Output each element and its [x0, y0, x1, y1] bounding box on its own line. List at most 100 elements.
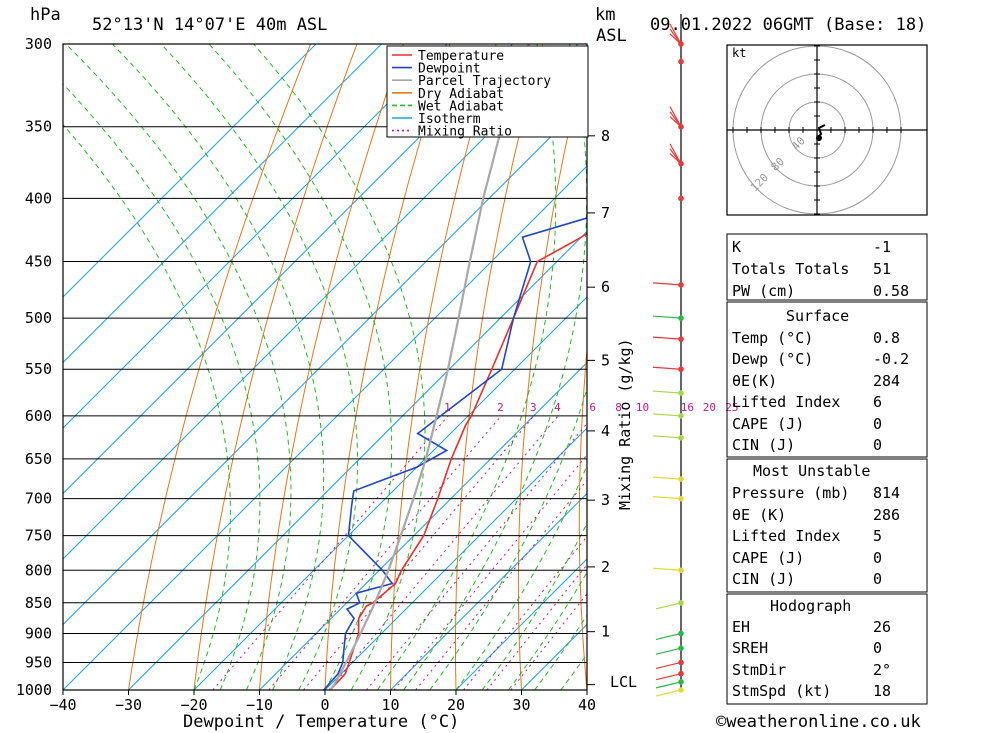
hodograph-table-title: Hodograph [770, 597, 851, 615]
isotherm-line [455, 558, 587, 690]
asl-unit: ASL [596, 26, 627, 46]
wind-barb [655, 681, 682, 689]
wet-adiabat-line [403, 44, 587, 690]
surface-value-temp: 0.8 [873, 329, 900, 347]
wind-barb [669, 116, 682, 128]
dry-adiabat-line [958, 44, 1000, 690]
dry-adiabat-line [517, 50, 587, 690]
wind-barb [655, 661, 682, 670]
hodo-label-stmspd: StmSpd (kt) [732, 682, 831, 700]
sounding-series [323, 44, 587, 690]
wind-barb [652, 496, 682, 500]
isotherm-line [259, 361, 587, 690]
wind-level-dot [678, 336, 684, 342]
legend-label: Dry Adiabat [418, 87, 504, 102]
wind-barb [652, 336, 682, 340]
mixing-ratio-line [268, 415, 502, 690]
lcl-label: LCL [610, 673, 637, 691]
wind-level-dot [678, 495, 684, 502]
hodograph-table-box [726, 593, 928, 705]
mu-label-cape: CAPE (J) [732, 549, 804, 567]
dry-adiabat-line [696, 44, 729, 690]
pressure-tick-label: 1000 [16, 681, 52, 699]
temperature-tick-label: −20 [180, 696, 207, 714]
pressure-unit: hPa [30, 5, 61, 25]
wet-adiabat-line [481, 522, 587, 690]
index-value-totals: 51 [873, 260, 891, 278]
dry-adiabat-line [390, 44, 497, 690]
most-unstable-title: Most Unstable [753, 462, 870, 480]
temperature-tick-label: 20 [447, 696, 465, 714]
km-unit: km [595, 5, 615, 25]
wind-level-dot [678, 195, 684, 202]
index-value-k: -1 [873, 238, 891, 256]
km-tick-label: 3 [601, 491, 610, 509]
pressure-tick-label: 400 [25, 189, 52, 207]
isotherm-line [63, 44, 579, 560]
wind-level-dot [678, 282, 684, 288]
wind-barb [652, 567, 682, 571]
isotherm-line [193, 296, 587, 690]
km-tick-label: 2 [601, 558, 610, 576]
mixing-ratio-labels: 1 2 3 4 6 8 10 16 20 25 [444, 401, 738, 414]
surface-value-cape: 0 [873, 415, 882, 433]
wet-adiabat-line [376, 44, 557, 690]
wind-profile [652, 14, 684, 697]
isotherm-line [63, 44, 317, 298]
wind-barb [655, 673, 682, 681]
mixing-ratio-tick-label: 8 [615, 401, 622, 414]
wet-adiabat-line [63, 83, 261, 690]
km-axis: 1 2 3 4 5 6 7 8 [587, 127, 610, 686]
mixing-ratio-tick-label: 10 [636, 401, 649, 414]
temperature-tick-label: 40 [578, 696, 596, 714]
isotherm-line [63, 44, 513, 495]
mixing-ratio-tick-label: 25 [725, 401, 738, 414]
wet-adiabat-line [160, 44, 358, 690]
surface-label-dewp: Dewp (°C) [732, 350, 813, 368]
km-tick-label: 5 [601, 351, 610, 369]
mixing-ratio-line [393, 454, 587, 690]
temperature-tick-label: 0 [320, 696, 329, 714]
mixing-ratio-tick-label: 2 [497, 401, 504, 414]
hodo-label-sreh: SREH [732, 639, 768, 657]
location-label: 52°13'N 14°07'E 40m ASL [92, 15, 327, 35]
surface-value-dewp: -0.2 [873, 350, 909, 368]
wind-barb [655, 689, 682, 697]
hodo-value-sreh: 0 [873, 639, 882, 657]
wet-adiabat-line [429, 387, 587, 690]
mixing-ratio-line [328, 415, 559, 690]
pressure-tick-label: 300 [25, 35, 52, 53]
wind-level-dot [678, 476, 684, 482]
surface-box [726, 301, 928, 458]
pressure-tick-label: 700 [25, 490, 52, 508]
hodograph-unit: kt [732, 46, 746, 60]
wind-barb [655, 602, 682, 610]
surface-label-cin: CIN (J) [732, 436, 795, 454]
mixing-ratio-tick-label: 1 [444, 401, 451, 414]
mixing-ratio-tick-label: 6 [589, 401, 596, 414]
wind-barb [652, 413, 682, 417]
mu-label-cin: CIN (J) [732, 570, 795, 588]
wind-barb [652, 315, 682, 319]
wind-barb [652, 390, 682, 394]
parcel-trajectory-line [329, 44, 530, 690]
hodo-value-eh: 26 [873, 618, 891, 636]
mu-value-li: 5 [873, 527, 882, 545]
pressure-tick-label: 800 [25, 561, 52, 579]
temperature-tick-label: −30 [115, 696, 142, 714]
wind-barb [669, 148, 682, 165]
mixing-ratio-tick-label: 3 [530, 401, 537, 414]
pressure-tick-label: 650 [25, 450, 52, 468]
most-unstable-box [726, 458, 928, 593]
mixing-ratio-tick-label: 20 [703, 401, 716, 414]
pressure-tick-label: 450 [25, 253, 52, 271]
mixing-ratio-tick-label: 4 [554, 401, 561, 414]
mu-label-li: Lifted Index [732, 527, 840, 545]
mu-value-thetae: 286 [873, 506, 900, 524]
index-label-totals: Totals Totals [732, 260, 849, 278]
hodo-value-stmdir: 2° [873, 661, 891, 679]
surface-value-li: 6 [873, 393, 882, 411]
surface-label-cape: CAPE (J) [732, 415, 804, 433]
plot-frame [62, 43, 588, 691]
pressure-tick-label: 500 [25, 309, 52, 327]
